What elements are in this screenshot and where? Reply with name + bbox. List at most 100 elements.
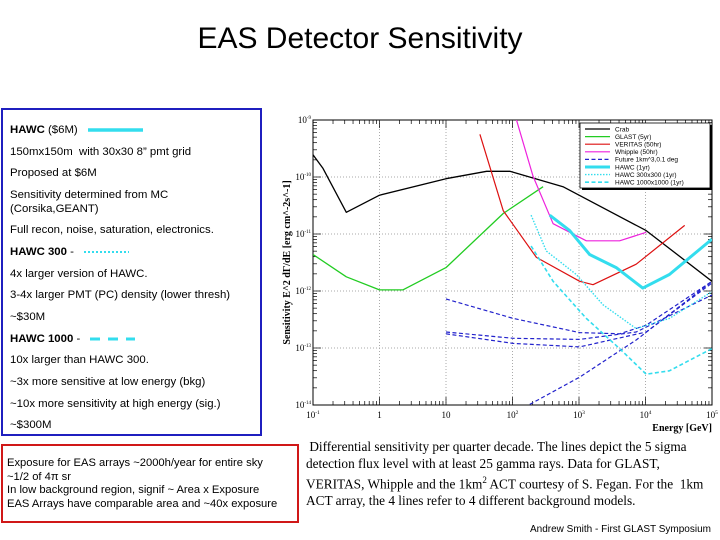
tick-base: 10: [442, 410, 452, 420]
tick-exponent: -10: [304, 173, 311, 178]
tick-base: 10: [298, 115, 308, 125]
series-line-veritas-50hr-: [479, 134, 686, 286]
tick-base: 10: [706, 410, 716, 420]
x-axis-label: Energy [GeV]: [652, 423, 712, 434]
tick-base: 10: [306, 410, 316, 420]
tick-exponent: -13: [304, 344, 311, 349]
y-tick-label: 10-11: [296, 229, 312, 239]
caption-line: ACT array, the 4 lines refer to 4 differ…: [306, 493, 636, 508]
description-text: Sensitivity determined from MC (Corsika,…: [10, 189, 172, 215]
description-text: ($6M): [44, 124, 78, 136]
description-line: 150mx150m with 30x30 8” pmt grid: [10, 146, 252, 160]
description-line: HAWC ($6M): [10, 124, 252, 138]
series-line-hawc-300x300-1yr-: [530, 214, 712, 330]
hawc-description-box: HAWC ($6M) 150mx150m with 30x30 8” pmt gr…: [1, 108, 262, 436]
description-text: -: [73, 332, 81, 345]
description-text: 150mx150m with 30x30 8” pmt grid: [10, 145, 192, 158]
tick-base: 10: [295, 286, 305, 296]
tick-base: 10: [295, 343, 305, 353]
tick-base: 10: [296, 229, 306, 239]
note-line: Exposure for EAS arrays ~2000h/year for …: [7, 457, 263, 469]
series-name: HAWC: [10, 124, 45, 136]
legend-label: GLAST (5yr): [615, 134, 651, 141]
description-text: ~10x more sensitivity at high energy (si…: [10, 397, 221, 410]
tick-base: 1: [377, 410, 382, 420]
description-line: 10x larger than HAWC 300.: [10, 354, 252, 368]
legend-label: Whipple (50hr): [615, 149, 658, 156]
caption-text: VERITAS, Whipple and the 1km: [306, 476, 483, 492]
tick-exponent: -9: [307, 116, 312, 121]
series-name: HAWC 1000: [10, 332, 74, 345]
dashed-line-legend-icon: [90, 337, 136, 341]
tick-base: 10: [295, 400, 305, 410]
series-line-glast-5yr-: [313, 186, 544, 291]
description-line: Full recon, noise, saturation, electroni…: [10, 224, 252, 238]
tick-exponent: 3: [582, 410, 585, 416]
legend: [579, 122, 711, 189]
description-line: Proposed at $6M: [10, 167, 252, 181]
tick-exponent: -14: [304, 401, 311, 406]
series-line-future-1km-3-0-1-deg: [445, 280, 712, 335]
y-axis-label: Sensitivity E^2 dΓ/dE [erg cm^-2s^-1]: [282, 180, 293, 344]
caption-line: VERITAS, Whipple and the 1km2 ACT courte…: [306, 472, 720, 492]
description-line: 3-4x larger PMT (PC) density (lower thre…: [10, 289, 252, 303]
x-tick-label: 10-1: [306, 410, 320, 420]
tick-base: 10: [573, 410, 583, 420]
note-line: ~1/2 of 4π sr: [7, 470, 72, 483]
sensitivity-chart: 10-1 1 10 102 103 104 10510-910-1010-1110-1210…: [282, 115, 718, 434]
legend-label: HAWC 1000x1000 (1yr): [615, 180, 684, 187]
description-text: 3-4x larger PMT (PC) density (lower thre…: [10, 289, 231, 302]
x-tick-label: 10: [442, 410, 452, 420]
description-text: Proposed at $6M: [10, 167, 97, 180]
tick-exponent: -12: [304, 287, 311, 292]
caption-line: Differential sensitivity per quarter dec…: [306, 439, 687, 454]
y-tick-label: 10-13: [295, 343, 311, 353]
description-text: ~$300M: [10, 419, 52, 432]
y-tick-label: 10-12: [295, 286, 311, 296]
legend-label: HAWC (1yr): [615, 164, 650, 171]
caption-text: ACT courtesy of S. Fegan. For the 1km: [486, 476, 704, 492]
x-tick-label: 104: [640, 410, 652, 420]
description-text: 4x larger version of HAWC.: [10, 267, 148, 280]
legend-label: VERITAS (50hr): [615, 142, 661, 149]
series-name: HAWC 300: [10, 245, 67, 258]
y-tick-label: 10-10: [295, 172, 311, 182]
tick-exponent: 5: [715, 410, 718, 416]
series-line-hawc-1yr-: [548, 214, 712, 290]
description-text: 10x larger than HAWC 300.: [10, 354, 149, 367]
description-line: HAWC 300 -: [10, 246, 252, 260]
figure-caption: Differential sensitivity per quarter dec…: [306, 438, 720, 508]
caption-line: detection flux level with at least 25 ga…: [306, 456, 660, 471]
series-line-hawc-1000x1000-1yr-: [530, 245, 712, 376]
x-tick-label: 1: [377, 410, 382, 420]
description-text: -: [66, 245, 74, 258]
tick-exponent: -11: [305, 230, 312, 235]
description-text: ~$30M: [10, 311, 46, 323]
tick-base: 10: [295, 172, 305, 182]
x-tick-label: 105: [706, 410, 718, 420]
note-line: EAS Arrays have comparable area and ~40x…: [7, 497, 278, 510]
slide-title: EAS Detector Sensitivity: [197, 22, 523, 55]
caption-sup: 2: [482, 475, 487, 485]
description-text: Full recon, noise, saturation, electroni…: [10, 224, 214, 237]
footer: Andrew Smith - First GLAST Symposium: [530, 524, 711, 535]
exposure-note-box: Exposure for EAS arrays ~2000h/year for …: [1, 444, 299, 523]
tick-exponent: -1: [315, 410, 320, 416]
description-line: Sensitivity determined from MC (Corsika,…: [10, 189, 252, 216]
tick-exponent: 2: [516, 410, 519, 416]
legend-label: Future 1km^3,0.1 deg: [615, 157, 678, 164]
note-line: In low background region, signif ~ Area …: [7, 484, 260, 497]
x-tick-label: 102: [507, 410, 519, 420]
description-line: ~3x more sensitive at low energy (bkg): [10, 376, 252, 390]
tick-base: 10: [640, 410, 650, 420]
description-line: 4x larger version of HAWC.: [10, 268, 252, 282]
description-line: ~10x more sensitivity at high energy (si…: [10, 398, 252, 412]
y-tick-label: 10-14: [295, 400, 311, 410]
tick-exponent: 4: [649, 410, 652, 416]
description-line: HAWC 1000 -: [10, 333, 252, 347]
solid-line-legend-icon: [87, 128, 143, 132]
series-line-crab: [313, 154, 712, 282]
series-line-future-1km-3-0-1-deg: [529, 280, 712, 405]
legend-label: Crab: [615, 126, 629, 133]
